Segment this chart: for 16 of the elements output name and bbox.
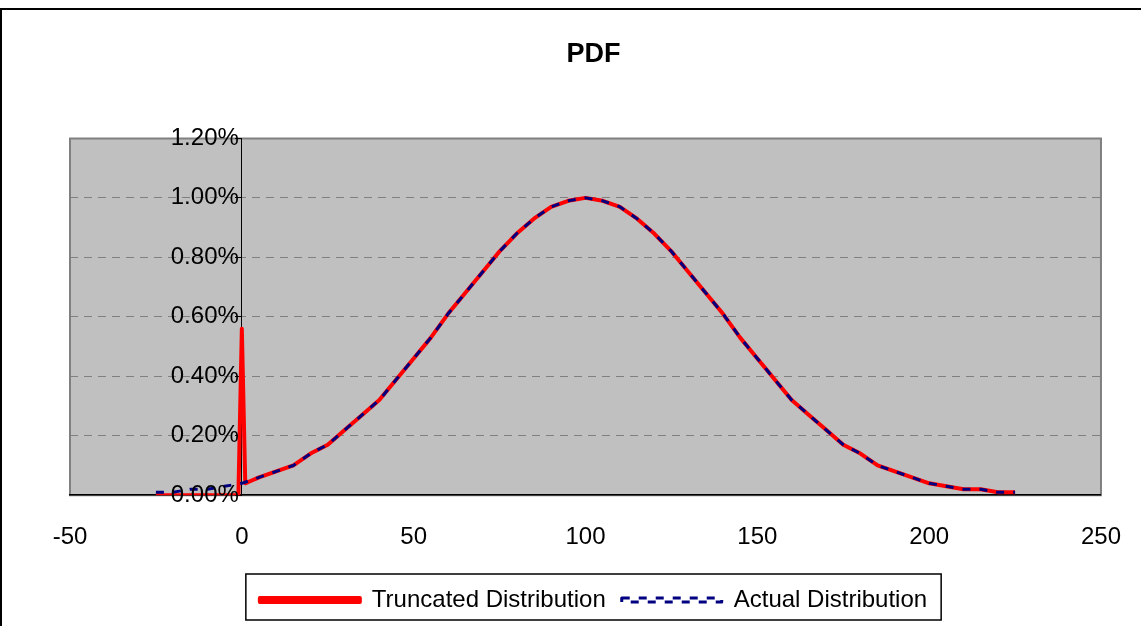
x-tick-label: 250 (1080, 522, 1121, 550)
y-tick-label: 0.40% (170, 360, 239, 388)
x-tick-label: 50 (400, 522, 428, 550)
x-tick-label: 0 (235, 522, 249, 550)
y-tick-label: 0.20% (170, 420, 239, 448)
x-tick-label: 100 (565, 522, 606, 550)
y-tick-label: 0.60% (170, 301, 239, 329)
y-tick-label: 1.00% (170, 182, 239, 210)
chart-title: PDF (566, 37, 621, 68)
y-tick-label: 0.80% (170, 241, 239, 269)
y-tick-label: 1.20% (170, 123, 239, 151)
x-tick-label: 150 (737, 522, 778, 550)
x-tick-label: 200 (909, 522, 950, 550)
x-tick-label: -50 (52, 522, 88, 550)
legend-label: Truncated Distribution (371, 584, 606, 612)
legend-label: Actual Distribution (733, 584, 928, 612)
